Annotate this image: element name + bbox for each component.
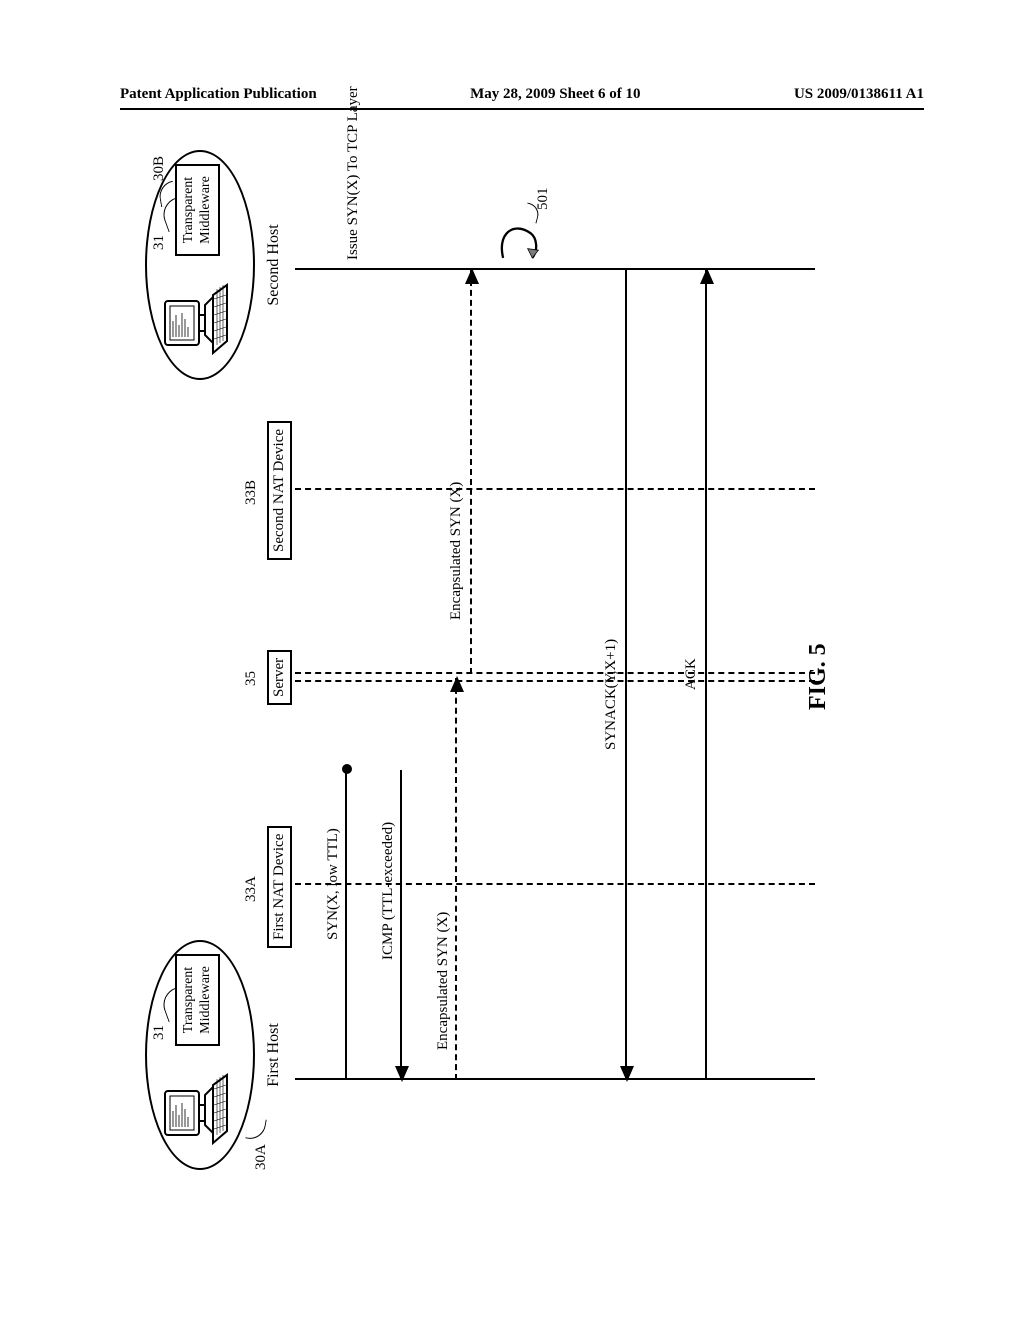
msg-encap-syn-2-label: Encapsulated SYN (X) [448, 482, 465, 620]
header-right: US 2009/0138611 A1 [794, 86, 924, 103]
header-left: Patent Application Publication [120, 86, 317, 103]
msg-icmp-label: ICMP (TTL-exceeded) [380, 822, 397, 960]
second-host-label: Second Host [265, 150, 283, 380]
loop-ref: 501 [535, 188, 552, 211]
header-center: May 28, 2009 Sheet 6 of 10 [470, 86, 640, 103]
second-nat-ref: 33B [243, 480, 260, 505]
computer-icon [163, 277, 236, 355]
msg-icmp [400, 770, 402, 1080]
msg-encap-syn-1-label: Encapsulated SYN (X) [435, 912, 452, 1050]
msg-encap-syn-2 [470, 270, 472, 674]
server-ref: 35 [243, 671, 260, 686]
msg-ack-label: ACK [683, 658, 700, 690]
first-nat-lifeline [295, 883, 815, 885]
figure-label: FIG. 5 [805, 643, 832, 710]
figure-rotated-wrap: Transparent Middleware 31 30A First Host [5, 290, 1024, 1030]
second-nat-label: Second NAT Device [267, 421, 292, 560]
computer-icon [163, 1067, 236, 1145]
second-nat-lifeline [295, 488, 815, 490]
issue-syn-label: Issue SYN(X) To TCP Layer [345, 150, 362, 260]
server-lifeline [295, 680, 815, 682]
msg-encap-syn-1 [455, 678, 457, 1080]
middleware-ref: 31 [151, 1025, 168, 1040]
transparent-middleware-box: Transparent Middleware [175, 954, 220, 1046]
first-nat-ref: 33A [243, 876, 260, 902]
second-host-block: Transparent Middleware 31 30B Second Hos… [145, 150, 265, 380]
first-host-lead-line [245, 1117, 267, 1142]
sequence-diagram: Transparent Middleware 31 30A First Host [145, 150, 885, 1170]
second-host-ref: 30B [151, 156, 168, 181]
header-bar: Patent Application Publication May 28, 2… [120, 86, 924, 103]
msg-synack [625, 270, 627, 1080]
server-label: Server [267, 650, 292, 705]
msg-synack-label: SYNACK(Y,X+1) [603, 639, 620, 750]
msg-ack [705, 270, 707, 1080]
first-nat-label: First NAT Device [267, 826, 292, 948]
msg-syn-low-ttl [345, 770, 347, 1080]
first-host-lifeline [295, 1078, 815, 1080]
msg-syn-low-ttl-label: SYN(X, low TTL) [325, 828, 342, 940]
first-host-block: Transparent Middleware 31 30A First Host [145, 940, 265, 1170]
middleware-label: Transparent Middleware [181, 966, 213, 1034]
first-host-label: First Host [265, 940, 283, 1170]
header-rule [120, 108, 924, 110]
transparent-middleware-box: Transparent Middleware [175, 164, 220, 256]
middleware-ref: 31 [151, 235, 168, 250]
loop-arrow-icon [497, 218, 543, 264]
second-host-lifeline [295, 268, 815, 270]
middleware-label: Transparent Middleware [181, 176, 213, 244]
server-lifeline-2 [295, 672, 815, 674]
